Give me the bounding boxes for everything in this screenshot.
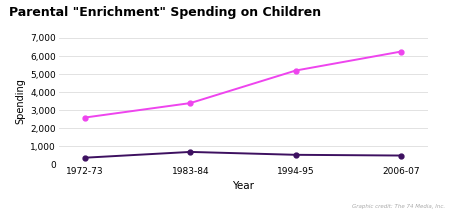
- X-axis label: Year: Year: [232, 181, 254, 191]
- Text: Parental "Enrichment" Spending on Children: Parental "Enrichment" Spending on Childr…: [9, 6, 321, 19]
- Text: Graphic credit: The 74 Media, Inc.: Graphic credit: The 74 Media, Inc.: [352, 204, 446, 209]
- Y-axis label: Spending: Spending: [16, 78, 26, 124]
